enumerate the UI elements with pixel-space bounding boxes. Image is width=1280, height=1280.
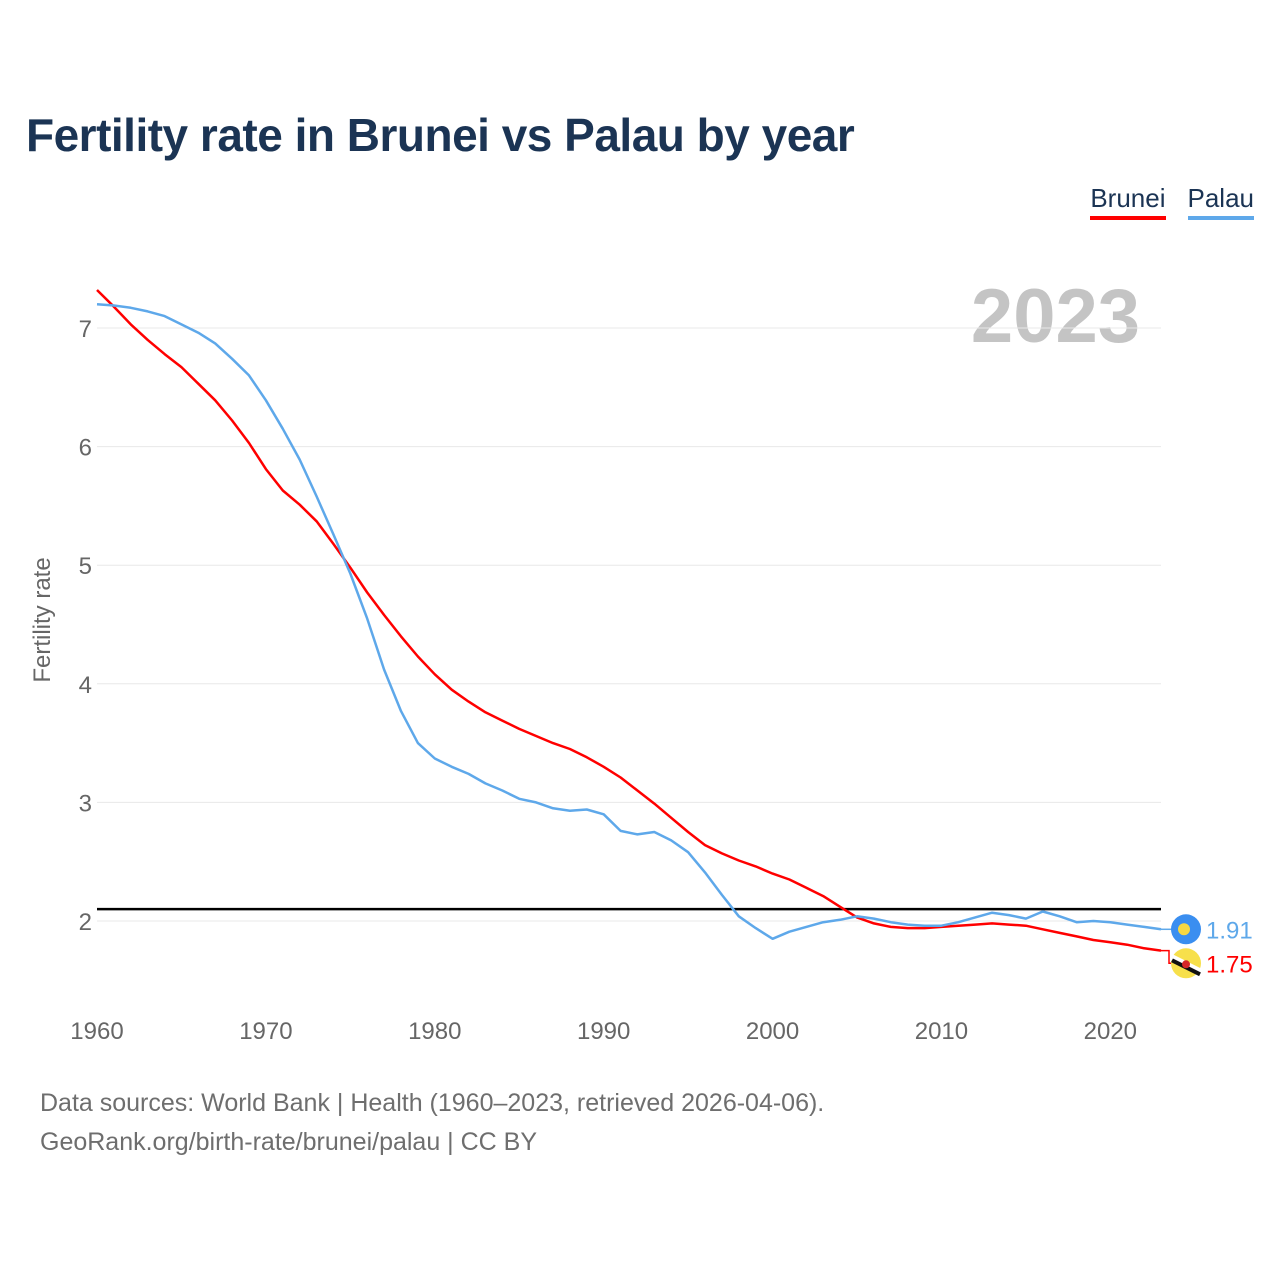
license-link[interactable]: GeoRank.org/birth-rate/brunei/palau | CC…	[40, 1128, 538, 1156]
y-tick-label: 2	[79, 909, 92, 936]
chart-title: Fertility rate in Brunei vs Palau by yea…	[26, 109, 855, 161]
legend-item-palau[interactable]: Palau	[1187, 183, 1254, 220]
data-sources: Data sources: World Bank | Health (1960–…	[40, 1089, 825, 1117]
x-tick-label: 1990	[577, 1018, 630, 1045]
brunei-flag-emblem	[1182, 960, 1190, 969]
y-axis-ticks: 2 3 4 5 6 7	[79, 316, 92, 936]
series-line-brunei[interactable]	[96, 289, 1162, 952]
x-tick-label: 1970	[239, 1018, 292, 1045]
y-tick-label: 4	[79, 672, 92, 699]
series-lines	[96, 289, 1162, 952]
legend-item-brunei[interactable]: Brunei	[1090, 183, 1166, 220]
y-tick-label: 7	[79, 316, 92, 343]
y-tick-label: 3	[79, 790, 92, 817]
x-tick-label: 2000	[746, 1018, 799, 1045]
series-line-palau[interactable]	[96, 303, 1162, 941]
end-value-label-brunei: 1.75	[1206, 951, 1253, 978]
end-connector-brunei	[1161, 949, 1172, 965]
line-chart: 2023 2 3 4 5 6 7 1960 1970 1980 1990 2000 2010 2020…	[29, 274, 1253, 1045]
x-axis-ticks: 1960 1970 1980 1990 2000 2010 2020	[70, 1018, 1137, 1045]
y-axis-label: Fertility rate	[29, 557, 56, 682]
x-tick-label: 1980	[408, 1018, 461, 1045]
palau-flag-moon	[1178, 923, 1190, 936]
end-markers: 1.91 1.75	[1161, 914, 1253, 979]
year-watermark: 2023	[971, 274, 1140, 359]
footer: Data sources: World Bank | Health (1960–…	[40, 1084, 824, 1162]
x-tick-label: 2020	[1084, 1018, 1137, 1045]
end-value-label-palau: 1.91	[1206, 917, 1253, 944]
x-tick-label: 2010	[915, 1018, 968, 1045]
gridlines	[97, 327, 1161, 922]
y-tick-label: 5	[79, 553, 92, 580]
y-tick-label: 6	[79, 435, 92, 462]
x-tick-label: 1960	[70, 1018, 123, 1045]
legend: Brunei Palau	[1090, 183, 1254, 220]
